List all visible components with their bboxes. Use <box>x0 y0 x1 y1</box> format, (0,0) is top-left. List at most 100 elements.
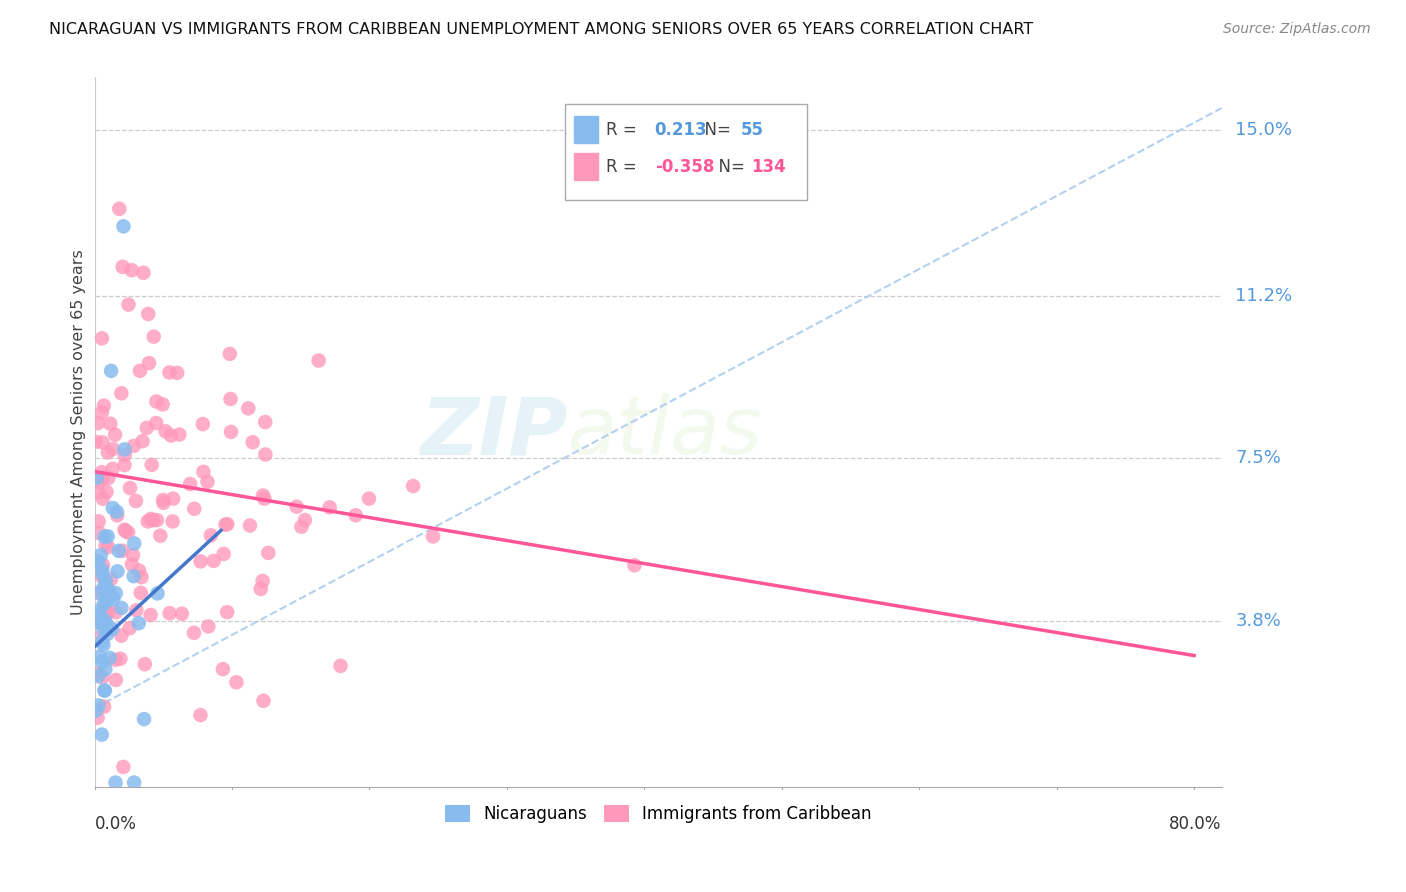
Point <box>257 546 280 560</box>
Text: 55: 55 <box>741 121 763 139</box>
Point <box>318 500 340 515</box>
Point <box>183 501 205 516</box>
Point <box>242 435 264 450</box>
Text: NICARAGUAN VS IMMIGRANTS FROM CARIBBEAN UNEMPLOYMENT AMONG SENIORS OVER 65 YEARS: NICARAGUAN VS IMMIGRANTS FROM CARIBBEAN … <box>49 22 1033 37</box>
Point <box>101 442 124 456</box>
Text: atlas: atlas <box>568 393 762 471</box>
Text: N=: N= <box>695 121 731 139</box>
Bar <box>574 117 599 144</box>
Text: R =: R = <box>606 158 643 176</box>
Text: Source: ZipAtlas.com: Source: ZipAtlas.com <box>1223 22 1371 37</box>
Point <box>90 331 112 345</box>
Point <box>149 529 172 543</box>
Point <box>249 582 271 596</box>
Point <box>100 364 122 378</box>
Point <box>254 448 277 462</box>
Point <box>129 364 152 378</box>
Point <box>93 638 115 652</box>
Point <box>166 366 188 380</box>
Point <box>110 629 132 643</box>
Point <box>97 471 120 485</box>
Point <box>84 615 107 629</box>
Point <box>122 439 145 453</box>
Point <box>125 603 148 617</box>
Point <box>91 670 114 684</box>
Point <box>89 526 111 541</box>
Point <box>117 297 139 311</box>
Point <box>90 405 112 419</box>
Point <box>290 520 312 534</box>
Point <box>105 505 128 519</box>
Point <box>252 694 274 708</box>
Text: 3.8%: 3.8% <box>1236 612 1281 630</box>
Point <box>159 606 181 620</box>
Point <box>122 775 145 789</box>
Point <box>129 586 152 600</box>
Text: 7.5%: 7.5% <box>1236 450 1281 467</box>
Point <box>98 651 121 665</box>
Point <box>91 435 114 450</box>
Point <box>218 347 240 361</box>
Point <box>239 518 262 533</box>
Point <box>96 593 118 607</box>
Point <box>110 601 132 615</box>
Point <box>104 427 127 442</box>
Point <box>87 666 110 681</box>
Point <box>84 704 107 718</box>
Point <box>114 448 136 462</box>
Point <box>89 608 111 623</box>
Point <box>91 491 114 506</box>
Point <box>146 586 169 600</box>
Point <box>94 614 117 628</box>
Point <box>117 525 139 540</box>
Point <box>197 619 219 633</box>
Point <box>219 392 242 406</box>
Point <box>254 415 277 429</box>
Point <box>104 653 127 667</box>
Point <box>197 475 219 489</box>
Bar <box>574 153 599 180</box>
Point <box>125 494 148 508</box>
Point <box>86 711 108 725</box>
Point <box>118 621 141 635</box>
Point <box>145 416 167 430</box>
Point <box>97 583 120 598</box>
Text: 0.213: 0.213 <box>655 121 707 139</box>
Legend: Nicaraguans, Immigrants from Caribbean: Nicaraguans, Immigrants from Caribbean <box>436 797 880 832</box>
Point <box>141 458 163 472</box>
Point <box>135 421 157 435</box>
Point <box>93 579 115 593</box>
Point <box>110 651 132 665</box>
Point <box>225 675 247 690</box>
Point <box>252 489 274 503</box>
Point <box>139 512 162 526</box>
Point <box>87 554 110 568</box>
Point <box>152 496 174 510</box>
Point <box>97 445 120 459</box>
Point <box>179 477 201 491</box>
Point <box>191 417 214 431</box>
Point <box>131 570 153 584</box>
Text: 11.2%: 11.2% <box>1236 287 1292 305</box>
Point <box>118 481 141 495</box>
Point <box>112 219 135 234</box>
Point <box>104 586 127 600</box>
Point <box>152 397 174 411</box>
Point <box>155 425 177 439</box>
Point <box>97 606 120 620</box>
Point <box>159 366 181 380</box>
Point <box>162 515 184 529</box>
Point <box>162 491 184 506</box>
Point <box>84 615 107 629</box>
Point <box>183 625 205 640</box>
Point <box>97 540 120 554</box>
Point <box>252 574 274 588</box>
Point <box>96 627 118 641</box>
Point <box>93 617 115 632</box>
Point <box>93 530 115 544</box>
Point <box>212 662 235 676</box>
Point <box>91 655 114 669</box>
Text: 0.0%: 0.0% <box>94 815 136 833</box>
Point <box>219 425 242 439</box>
Point <box>344 508 367 523</box>
